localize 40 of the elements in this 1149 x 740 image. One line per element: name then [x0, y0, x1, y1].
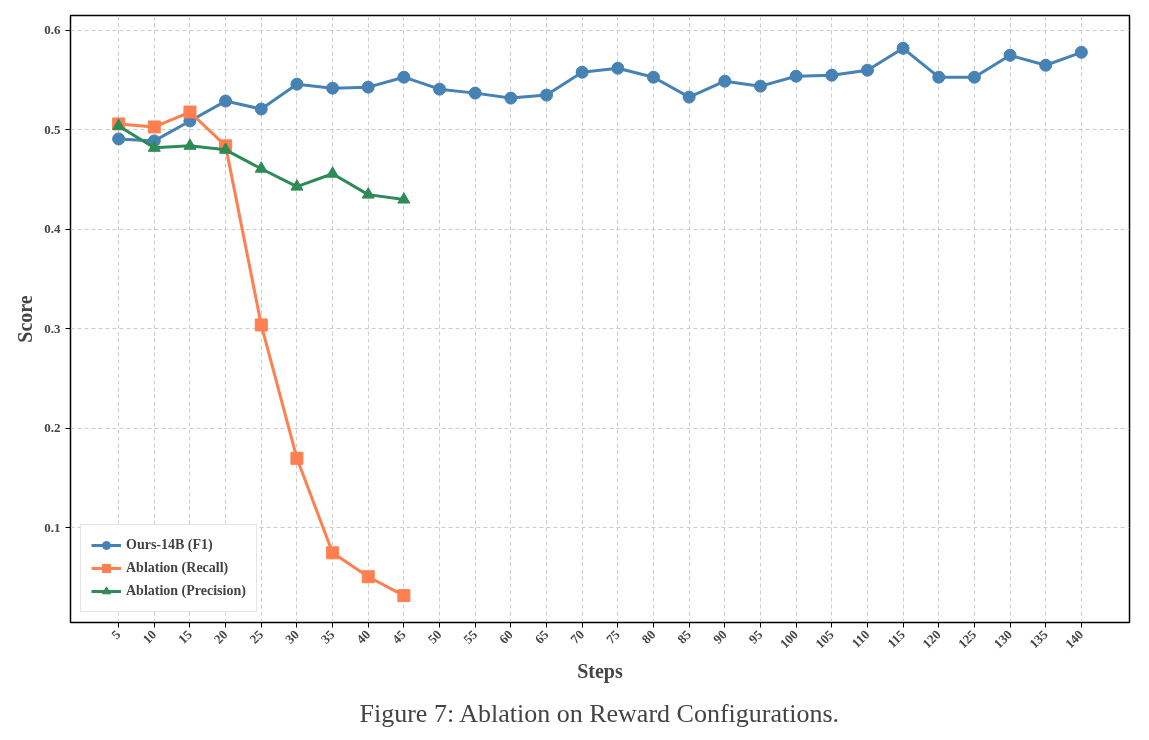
- y-tick-label: 0.5: [44, 121, 61, 137]
- y-tick-label: 0.2: [44, 420, 61, 436]
- x-tick-label: 115: [884, 626, 909, 651]
- x-tick-label: 45: [389, 626, 410, 647]
- x-tick-label: 80: [638, 626, 659, 647]
- y-tick-label: 0.6: [44, 22, 61, 38]
- y-tick-label: 0.4: [44, 221, 61, 237]
- x-tick-label: 70: [567, 626, 588, 647]
- x-tick-label: 60: [496, 626, 516, 647]
- legend-label: Ours-14B (F1): [126, 537, 213, 553]
- x-tick-label: 95: [745, 626, 766, 647]
- x-tick-label: 50: [424, 626, 445, 647]
- y-tick-label: 0.1: [44, 519, 61, 535]
- x-tick-label: 100: [776, 626, 802, 652]
- x-tick-label: 35: [317, 626, 338, 647]
- x-tick-label: 20: [210, 626, 231, 647]
- x-tick-label: 75: [602, 626, 624, 647]
- x-tick-label: 120: [919, 626, 944, 652]
- x-tick-label: 110: [848, 626, 873, 651]
- x-tick-label: 5: [108, 626, 124, 643]
- x-tick-label: 10: [139, 626, 160, 647]
- x-tick-label: 135: [1026, 626, 1052, 652]
- y-tick-label: 0.3: [44, 320, 61, 336]
- x-tick-label: 130: [990, 626, 1015, 652]
- x-tick-label: 30: [282, 626, 302, 647]
- x-tick-label: 15: [175, 626, 196, 647]
- x-tick-label: 140: [1061, 626, 1087, 652]
- x-tick-label: 85: [674, 626, 695, 647]
- caption: Figure 7: Ablation on Reward Configurations.: [359, 699, 840, 728]
- x-tick-label: 25: [246, 626, 267, 647]
- x-tick-label: 90: [709, 626, 730, 647]
- x-tick-label: 40: [353, 626, 374, 647]
- x-tick-label: 105: [812, 626, 838, 652]
- legend-label: Ablation (Recall): [126, 560, 229, 576]
- legend-label: Ablation (Precision): [126, 583, 246, 599]
- x-tick-label: 65: [531, 626, 552, 647]
- x-tick-label: 55: [460, 626, 481, 647]
- x-axis-title: Steps: [577, 659, 623, 683]
- y-axis-title: Score: [14, 295, 37, 343]
- x-tick-label: 125: [954, 626, 980, 652]
